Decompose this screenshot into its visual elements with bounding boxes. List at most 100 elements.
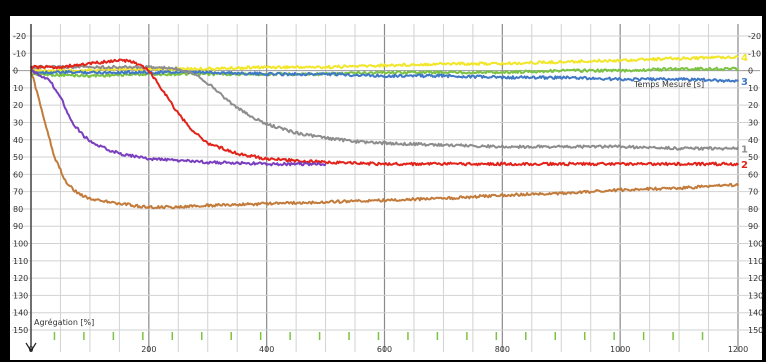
y-tick-label-right: 10	[748, 84, 758, 93]
y-tick-label-right: -20	[748, 32, 761, 41]
data-point	[619, 78, 622, 81]
y-tick-label-left: -20	[13, 32, 26, 41]
grid-lines	[12, 24, 760, 352]
y-tick-label-right: -10	[748, 49, 761, 58]
x-tick-label: 1200	[728, 345, 748, 354]
data-point	[118, 59, 121, 62]
series-group	[30, 55, 739, 210]
data-point	[678, 163, 680, 165]
x-tick-label: 200	[141, 345, 156, 354]
tick-labels: 020040060080010001200-20-20-10-100010102…	[13, 32, 763, 354]
data-point	[501, 194, 504, 197]
y-tick-label-right: 140	[748, 309, 763, 318]
y-tick-label-right: 110	[748, 257, 763, 266]
y-tick-label-left: 30	[13, 118, 23, 127]
data-point	[324, 161, 327, 164]
data-point	[265, 73, 268, 75]
y-tick-label-right: 60	[748, 170, 758, 179]
data-point	[89, 62, 91, 65]
data-point	[59, 95, 62, 98]
data-point	[442, 71, 445, 74]
data-point	[206, 161, 209, 164]
data-point	[71, 121, 74, 124]
series-end-label: 1	[741, 144, 748, 155]
y-tick-label-left: 0	[13, 67, 18, 76]
x-axis-label: Temps Mesuré [s]	[633, 79, 704, 89]
data-point	[295, 131, 298, 134]
y-axis-label: Agrégation [%]	[34, 317, 94, 327]
data-point	[560, 69, 563, 72]
y-tick-label-right: 150	[748, 326, 763, 335]
data-point	[59, 66, 62, 69]
data-point	[678, 67, 680, 70]
data-point	[619, 189, 622, 191]
data-point	[265, 163, 268, 165]
data-point	[737, 183, 739, 186]
y-tick-label-right: 80	[748, 205, 758, 214]
data-point	[383, 163, 386, 165]
y-tick-label-right: 130	[748, 291, 763, 300]
data-point	[77, 192, 80, 195]
data-point	[619, 163, 622, 165]
data-point	[295, 163, 298, 165]
data-point	[265, 202, 268, 205]
series-end-label: 3	[741, 77, 748, 88]
data-point	[177, 67, 180, 70]
data-point	[619, 59, 622, 62]
data-point	[65, 182, 68, 184]
data-point	[177, 206, 180, 209]
data-point	[206, 142, 209, 145]
series-end-label: 2	[741, 160, 748, 171]
y-tick-label-right: 70	[748, 188, 758, 197]
y-tick-label-left: 130	[13, 291, 28, 300]
data-point	[177, 112, 180, 115]
data-point	[442, 163, 445, 165]
y-tick-label-left: 120	[13, 274, 28, 283]
data-point	[53, 156, 56, 158]
data-point	[442, 197, 445, 200]
data-point	[47, 78, 50, 81]
data-point	[118, 202, 121, 205]
data-point	[737, 147, 739, 150]
data-point	[89, 69, 91, 72]
y-tick-label-left: 40	[13, 136, 23, 145]
data-point	[147, 66, 150, 69]
data-point	[560, 76, 563, 79]
series-line	[30, 68, 327, 167]
data-point	[212, 86, 215, 89]
data-point	[83, 135, 85, 138]
data-point	[248, 114, 250, 117]
data-point	[383, 199, 386, 202]
data-point	[206, 67, 209, 70]
data-point	[324, 163, 327, 165]
y-tick-label-left: 10	[13, 84, 23, 93]
data-point	[324, 137, 327, 139]
x-tick-label: 600	[377, 345, 392, 354]
data-point	[133, 61, 136, 63]
y-tick-label-left: 60	[13, 170, 23, 179]
data-point	[442, 62, 445, 65]
data-point	[147, 157, 150, 160]
x-tick-label: 800	[495, 345, 510, 354]
data-point	[619, 69, 622, 72]
data-point	[501, 62, 504, 65]
y-tick-label-left: 110	[13, 257, 28, 266]
data-point	[236, 152, 239, 155]
y-tick-label-right: 100	[748, 240, 763, 249]
y-tick-label-left: 70	[13, 188, 23, 197]
y-tick-label-right: 20	[748, 101, 758, 110]
data-point	[147, 69, 150, 72]
y-tick-label-left: 90	[13, 222, 23, 231]
y-tick-label-right: 120	[748, 274, 763, 283]
data-point	[737, 55, 739, 58]
series-end-labels: 4 3 1 2	[741, 53, 748, 171]
data-point	[560, 192, 563, 195]
y-tick-label-left: 150	[13, 326, 28, 335]
data-point	[265, 157, 268, 160]
data-point	[560, 61, 563, 63]
data-point	[265, 66, 268, 69]
y-tick-label-left: 50	[13, 153, 23, 162]
data-point	[89, 74, 91, 77]
data-point	[678, 78, 680, 81]
